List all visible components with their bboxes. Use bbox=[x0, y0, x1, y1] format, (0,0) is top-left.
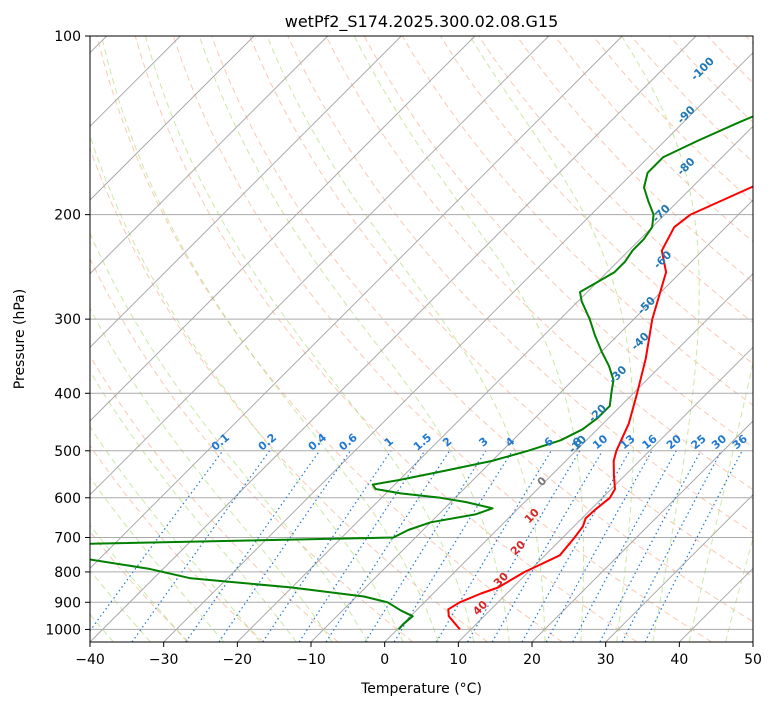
dry-adiabat-line bbox=[90, 257, 414, 642]
isotherm-line bbox=[90, 36, 623, 570]
plot-frame bbox=[89, 35, 754, 643]
y-tick-label: 400 bbox=[54, 386, 81, 402]
moist-adiabat-line bbox=[198, 36, 510, 642]
y-tick-label: 500 bbox=[54, 444, 81, 460]
axes: −40 −30 −20 −10 0 10 20 30 40 50 1000 900 800 700 600 5… bbox=[45, 29, 762, 668]
x-tick-label: 0 bbox=[380, 652, 389, 668]
isotherm-line bbox=[384, 272, 753, 642]
mixing-ratio-line bbox=[599, 450, 702, 642]
isotherm-line bbox=[605, 493, 753, 642]
x-tick-label: 40 bbox=[670, 652, 688, 668]
moist-adiabat-line bbox=[90, 524, 188, 642]
dry-adiabat-line bbox=[249, 36, 753, 578]
mixing-ratio-line bbox=[325, 450, 451, 642]
dry-adiabat-line bbox=[96, 36, 563, 642]
isotherm-line bbox=[90, 36, 476, 422]
x-tick-label: 50 bbox=[744, 652, 762, 668]
moist-adiabat-line bbox=[621, 36, 700, 642]
y-tick-label: 800 bbox=[54, 565, 81, 581]
moist-adiabat-line bbox=[145, 36, 475, 642]
y-tick-label: 200 bbox=[54, 208, 81, 224]
profile-lines bbox=[90, 115, 753, 631]
y-tick-label: 600 bbox=[54, 491, 81, 507]
y-tick-label: 100 bbox=[54, 29, 81, 45]
isotherm-line bbox=[90, 36, 550, 496]
moist-adiabat-line bbox=[101, 36, 439, 642]
background-lines bbox=[90, 36, 753, 642]
moist-adiabat-line bbox=[90, 134, 404, 642]
isotherm-line bbox=[236, 125, 753, 642]
moist-adiabat-line bbox=[725, 536, 753, 642]
moist-adiabat-line bbox=[90, 425, 261, 642]
x-tick-label: −20 bbox=[223, 652, 253, 668]
moist-adiabat-line bbox=[90, 370, 297, 642]
dry-adiabat-line bbox=[516, 36, 753, 283]
y-tick-label: 300 bbox=[54, 312, 81, 328]
moist-adiabat-line bbox=[688, 360, 753, 642]
isotherm-line bbox=[90, 36, 329, 275]
mixing-ratio-line bbox=[364, 450, 487, 642]
y-tick-label: 1000 bbox=[45, 622, 81, 638]
moist-adiabat-line bbox=[90, 232, 369, 642]
isotherm-line bbox=[457, 346, 753, 642]
moist-adiabat-line bbox=[90, 476, 225, 642]
dry-adiabat-line bbox=[90, 444, 264, 642]
dry-adiabat-line bbox=[287, 36, 753, 534]
moist-adiabat-line bbox=[90, 569, 151, 642]
mixing-ratio-line bbox=[262, 450, 392, 642]
mixing-ratio-line bbox=[572, 450, 677, 642]
isotherm-line bbox=[310, 199, 753, 642]
dry-adiabat-line bbox=[325, 36, 753, 491]
isotherm-line bbox=[90, 36, 255, 201]
y-tick-label: 900 bbox=[54, 595, 81, 611]
x-axis-title: Temperature (°C) bbox=[360, 681, 482, 697]
y-tick-label: 700 bbox=[54, 531, 81, 547]
x-tick-label: 10 bbox=[449, 652, 467, 668]
dry-adiabat-line bbox=[172, 36, 712, 642]
x-tick-label: −30 bbox=[149, 652, 179, 668]
x-tick-label: −10 bbox=[296, 652, 326, 668]
isotherm-line bbox=[90, 36, 402, 349]
dry-adiabat-line bbox=[211, 36, 753, 623]
dry-adiabat-line bbox=[134, 36, 638, 642]
x-tick-label: 20 bbox=[523, 652, 541, 668]
moist-adiabat-line bbox=[266, 36, 546, 642]
chart-title: wetPf2_S174.2025.300.02.08.G15 bbox=[285, 12, 559, 32]
moist-adiabat-line bbox=[469, 36, 634, 642]
x-tick-label: −40 bbox=[75, 652, 105, 668]
mixing-ratio-line bbox=[393, 450, 513, 642]
mixing-ratio-line bbox=[185, 450, 321, 642]
dewpoint-profile-line bbox=[90, 115, 753, 631]
moist-adiabat-line bbox=[353, 36, 584, 642]
temperature-profile-line bbox=[447, 185, 753, 631]
mixing-ratio-line bbox=[298, 450, 426, 642]
mixing-ratio-line bbox=[466, 450, 581, 642]
mixing-ratio-line bbox=[218, 450, 351, 642]
x-tick-label: 30 bbox=[597, 652, 615, 668]
y-axis-title: Pressure (hPa) bbox=[12, 289, 28, 389]
moist-adiabat-line bbox=[90, 307, 333, 642]
isotherm-line bbox=[531, 420, 753, 642]
